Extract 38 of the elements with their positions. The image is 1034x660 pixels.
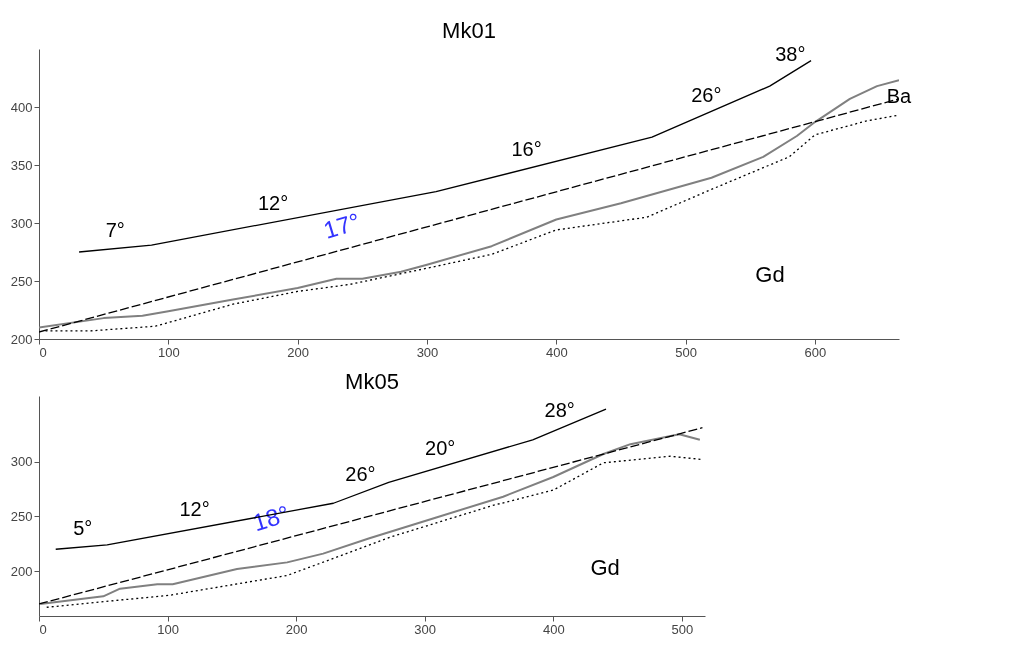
annotation: 26° (691, 83, 722, 106)
x-tick-label: 100 (157, 344, 180, 360)
annotation: 16° (511, 138, 542, 161)
y-tick-label: 400 (10, 99, 33, 115)
x-tick-label: 600 (804, 344, 827, 360)
x-tick-label: 0 (39, 621, 47, 637)
x-tick-label: 300 (416, 344, 439, 360)
annotation: 12° (257, 191, 289, 214)
chart-title: Mk01 (442, 18, 496, 44)
x-tick-label: 500 (671, 621, 694, 637)
annotation: 5° (73, 517, 93, 540)
y-tick-label: 200 (10, 331, 33, 347)
x-tick-label: 500 (675, 344, 697, 360)
annotation: 38° (775, 43, 806, 66)
annotation: Gd (590, 554, 620, 580)
annotation: 28° (544, 398, 575, 421)
x-tick-label: 200 (285, 621, 308, 637)
annotation: 20° (425, 437, 456, 460)
x-tick-label: 300 (414, 621, 437, 637)
y-tick-label: 200 (10, 563, 33, 579)
x-tick-label: 400 (545, 344, 568, 360)
annotation: 7° (105, 218, 125, 241)
x-tick-label: 400 (542, 621, 565, 637)
annotation: 26° (345, 463, 376, 486)
y-tick-label: 300 (10, 215, 33, 231)
x-tick-label: 200 (287, 344, 309, 360)
annotation: Ba (886, 85, 913, 108)
y-tick-label: 250 (10, 273, 33, 289)
y-tick-label: 300 (10, 454, 33, 470)
text: 18° (249, 499, 293, 537)
y-tick-label: 250 (10, 508, 33, 524)
text: 17° (320, 207, 364, 244)
chart-title: Mk05 (345, 369, 399, 394)
annotation: 12° (179, 498, 210, 521)
x-tick-label: 0 (39, 344, 47, 360)
y-tick-label: 350 (10, 157, 33, 173)
x-tick-label: 100 (157, 621, 179, 637)
annotation: Gd (755, 262, 785, 288)
